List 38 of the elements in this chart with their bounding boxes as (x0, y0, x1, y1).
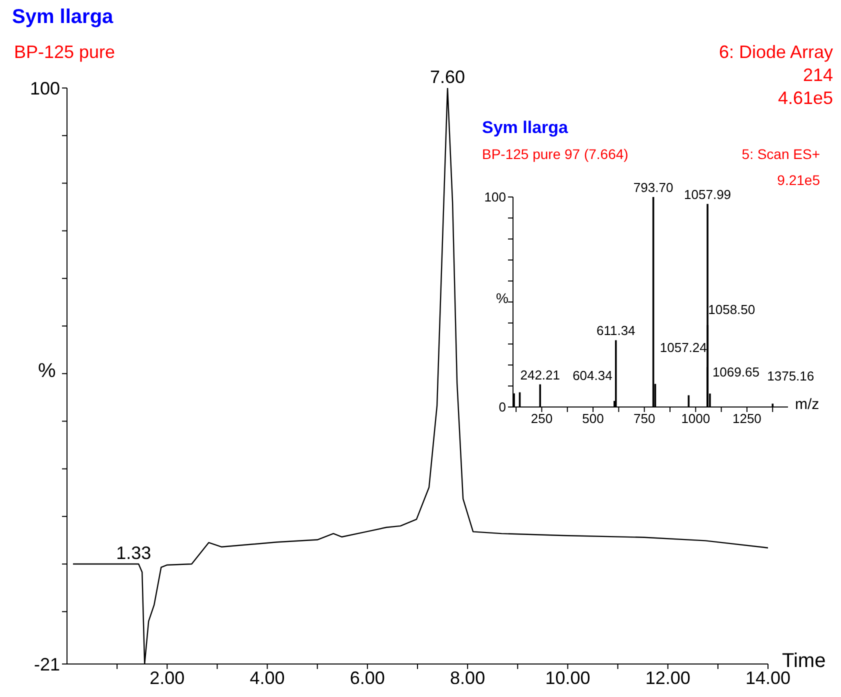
x-tick-label: 750 (633, 411, 656, 426)
x-tick-label: 6.00 (350, 668, 385, 688)
annotation: 1057.99 (684, 186, 732, 202)
chart-title: Sym llarga (12, 6, 114, 29)
annotation: 793.70 (633, 180, 674, 195)
chart-subtitle: BP-125 pure (14, 42, 116, 63)
x-tick-label: 500 (582, 411, 604, 426)
x-tick-label: 10.00 (545, 668, 590, 688)
annotation: 604.34 (572, 368, 612, 383)
y-axis-title: % (38, 360, 56, 383)
text: 214 (802, 65, 833, 86)
chart-subtitle: BP-125 pure 97 (7.664) (482, 146, 628, 162)
annotation: 7.60 (430, 67, 466, 87)
annotation: 1.33 (116, 543, 152, 564)
x-tick-label: 250 (530, 411, 553, 426)
text: 6: Diode Array (718, 42, 833, 63)
annotation: 5: Scan ES+ (742, 146, 820, 162)
annotation: 242.21 (520, 367, 560, 382)
annotation: 1375.16 (767, 368, 814, 384)
y-tick-label: -21 (34, 654, 60, 674)
x-tick-label: 2.00 (150, 668, 185, 688)
x-tick-label: 4.00 (250, 668, 285, 688)
annotation: 611.34 (596, 323, 636, 338)
y-axis-title: % (496, 290, 508, 306)
x-tick-label: 1000 (681, 411, 710, 426)
y-tick-label: 0 (498, 400, 506, 415)
annotation: 1069.65 (712, 364, 760, 380)
x-tick-label: 8.00 (450, 668, 486, 688)
annotation: 1057.24 (660, 340, 707, 356)
annotation: 1058.50 (708, 302, 756, 318)
y-tick-label: 100 (484, 190, 506, 205)
x-tick-label: 1250 (732, 411, 762, 426)
text: 4.61e5 (778, 88, 833, 109)
y-tick-label: 100 (30, 78, 60, 98)
chart-title: Sym llarga (482, 118, 568, 138)
text: 9.21e5 (777, 172, 820, 188)
x-tick-label: 12.00 (645, 668, 690, 688)
x-axis-title: m/z (795, 396, 820, 413)
